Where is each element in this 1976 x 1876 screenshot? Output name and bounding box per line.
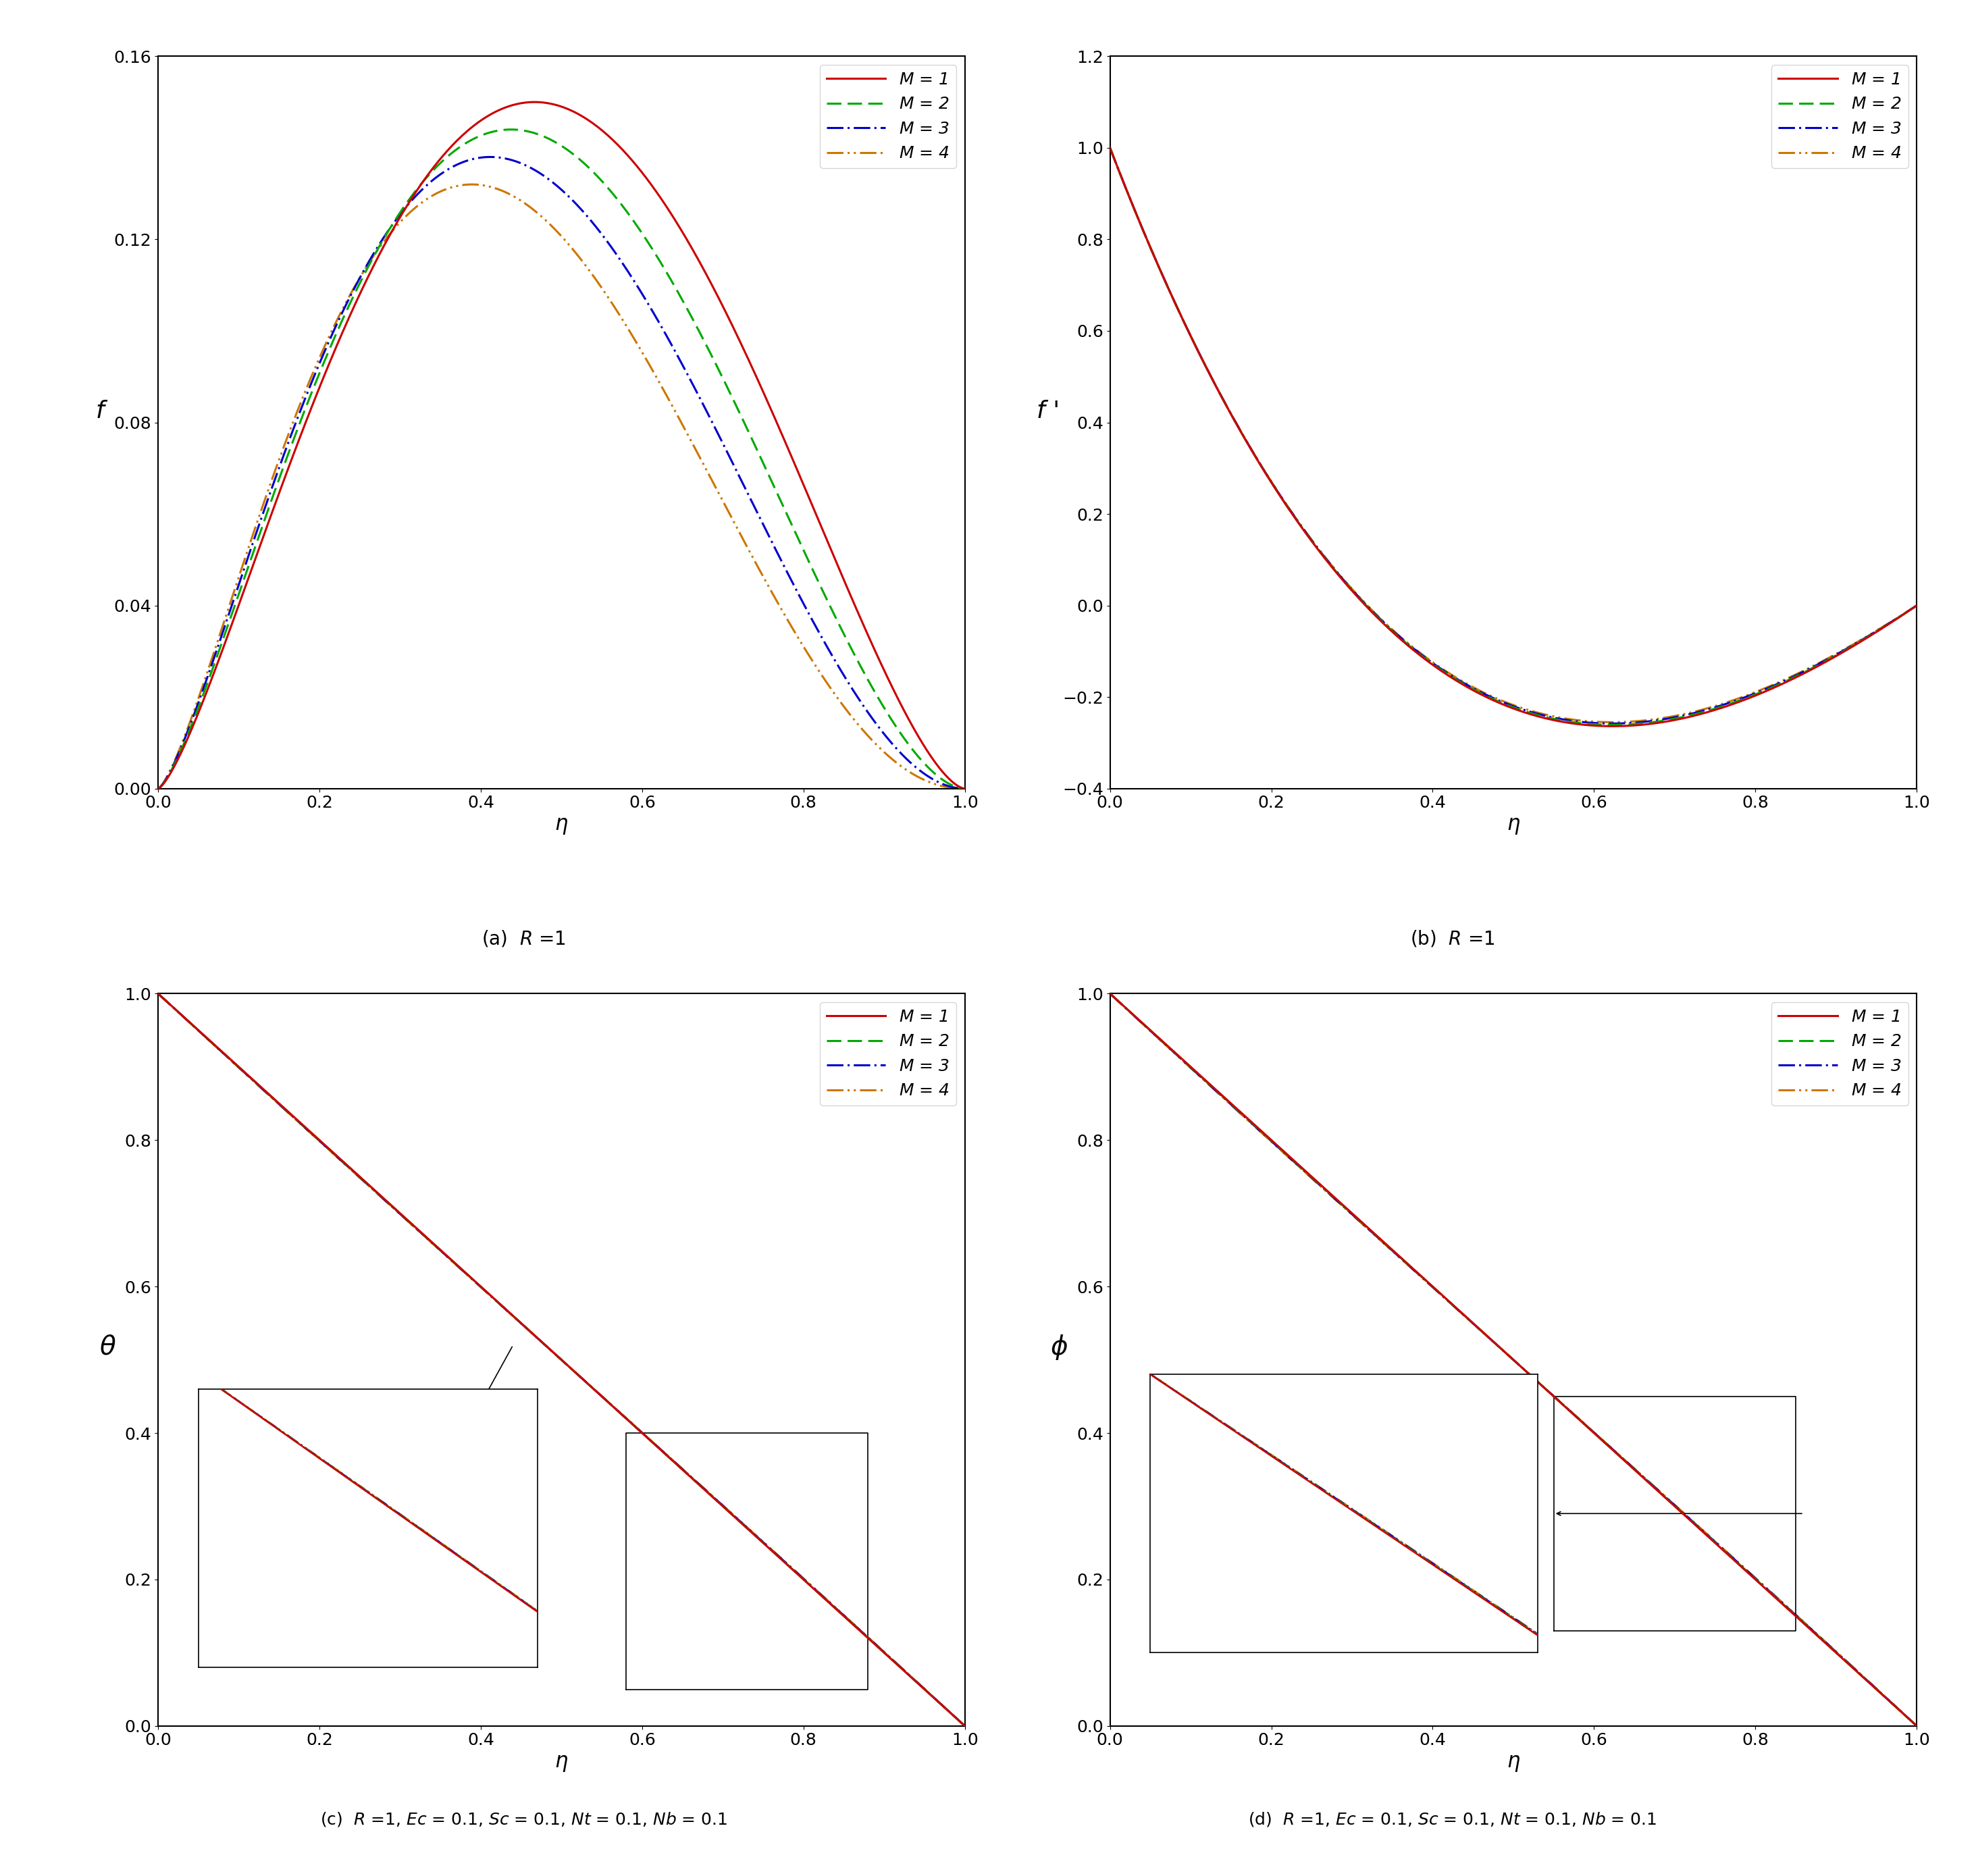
Legend: $M$ = 1, $M$ = 2, $M$ = 3, $M$ = 4: $M$ = 1, $M$ = 2, $M$ = 3, $M$ = 4 — [1772, 64, 1909, 169]
X-axis label: η: η — [555, 814, 567, 835]
Y-axis label: ϕ: ϕ — [1051, 1334, 1069, 1360]
X-axis label: η: η — [1508, 814, 1520, 835]
X-axis label: η: η — [555, 1752, 567, 1773]
Text: (a)  $R$ =1: (a) $R$ =1 — [482, 929, 565, 947]
Text: (b)  $R$ =1: (b) $R$ =1 — [1411, 929, 1494, 947]
Legend: $M$ = 1, $M$ = 2, $M$ = 3, $M$ = 4: $M$ = 1, $M$ = 2, $M$ = 3, $M$ = 4 — [820, 64, 956, 169]
Text: (c)  $R$ =1, $Ec$ = 0.1, $Sc$ = 0.1, $Nt$ = 0.1, $Nb$ = 0.1: (c) $R$ =1, $Ec$ = 0.1, $Sc$ = 0.1, $Nt$… — [320, 1810, 727, 1827]
Text: (d)  $R$ =1, $Ec$ = 0.1, $Sc$ = 0.1, $Nt$ = 0.1, $Nb$ = 0.1: (d) $R$ =1, $Ec$ = 0.1, $Sc$ = 0.1, $Nt$… — [1249, 1810, 1656, 1827]
Y-axis label: θ: θ — [99, 1334, 117, 1360]
Y-axis label: f: f — [95, 400, 105, 422]
Legend: $M$ = 1, $M$ = 2, $M$ = 3, $M$ = 4: $M$ = 1, $M$ = 2, $M$ = 3, $M$ = 4 — [820, 1002, 956, 1105]
Y-axis label: f ': f ' — [1037, 400, 1059, 422]
Legend: $M$ = 1, $M$ = 2, $M$ = 3, $M$ = 4: $M$ = 1, $M$ = 2, $M$ = 3, $M$ = 4 — [1772, 1002, 1909, 1105]
X-axis label: η: η — [1508, 1752, 1520, 1773]
